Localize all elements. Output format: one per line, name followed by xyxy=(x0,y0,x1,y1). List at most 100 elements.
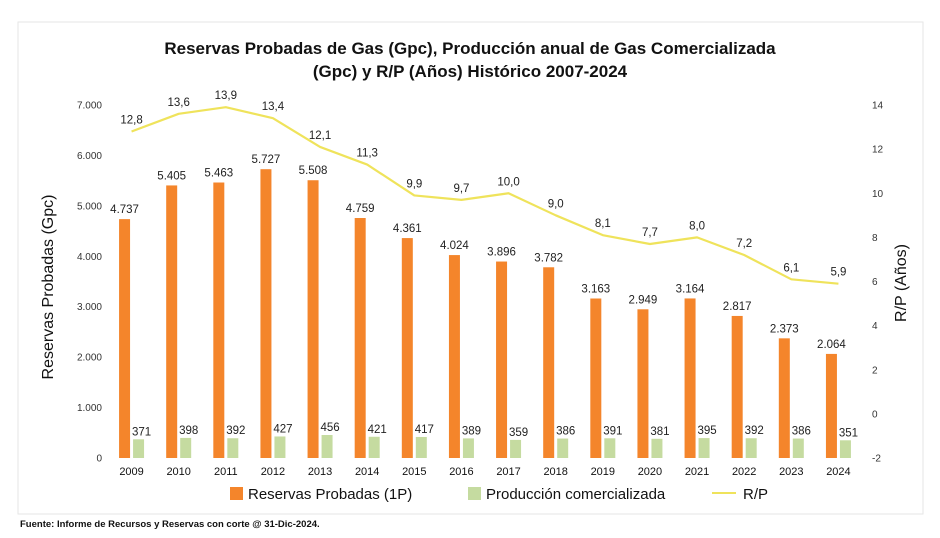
rp-data-label: 11,3 xyxy=(356,148,378,160)
reservas-data-label: 5.727 xyxy=(252,154,281,166)
reservas-bar xyxy=(401,238,413,458)
produccion-data-label: 351 xyxy=(839,427,858,439)
reservas-data-label: 2.949 xyxy=(629,294,658,306)
reservas-bars: 4.737 5.405 5.463 5.727 5.508 4.759 4.361 4.024… xyxy=(110,154,846,459)
x-tick-label: 2016 xyxy=(449,466,473,478)
reservas-bar xyxy=(448,255,460,458)
left-tick-label: 5.000 xyxy=(77,201,102,212)
produccion-data-label: 391 xyxy=(603,425,622,437)
rp-data-label: 13,9 xyxy=(215,90,237,102)
reservas-bar xyxy=(825,353,837,458)
legend-label-rp: R/P xyxy=(743,486,768,503)
produccion-data-label: 417 xyxy=(415,424,434,436)
produccion-bar xyxy=(415,436,427,458)
rp-data-label: 5,9 xyxy=(830,267,846,279)
x-tick-label: 2022 xyxy=(732,466,756,478)
right-tick-label: 10 xyxy=(872,189,884,200)
right-tick-label: 6 xyxy=(872,277,878,288)
left-tick-label: 6.000 xyxy=(77,151,102,162)
legend-label-reservas: Reservas Probadas (1P) xyxy=(248,486,412,503)
rp-data-label: 9,9 xyxy=(406,178,422,190)
legend-swatch-produccion xyxy=(468,487,481,500)
source-note: Fuente: Informe de Recursos y Reservas c… xyxy=(20,519,320,530)
reservas-bar xyxy=(166,185,178,458)
produccion-data-label: 392 xyxy=(745,425,764,437)
rp-line xyxy=(131,106,839,285)
reservas-data-label: 3.782 xyxy=(534,252,563,264)
produccion-bar xyxy=(839,440,851,458)
right-tick-label: -2 xyxy=(872,454,881,465)
produccion-bar xyxy=(462,438,474,458)
produccion-data-label: 386 xyxy=(792,426,811,438)
produccion-data-label: 386 xyxy=(556,426,575,438)
x-tick-label: 2023 xyxy=(779,466,803,478)
produccion-bar xyxy=(698,438,710,458)
produccion-bar xyxy=(651,438,663,458)
left-axis-ticks: 0 1.000 2.000 3.000 4.000 5.000 6.000 7.000 xyxy=(77,101,102,465)
rp-data-label: 13,6 xyxy=(167,97,189,109)
left-tick-label: 3.000 xyxy=(77,302,102,313)
produccion-data-label: 359 xyxy=(509,427,528,439)
reservas-bar xyxy=(731,315,743,458)
left-tick-label: 7.000 xyxy=(77,101,102,112)
right-axis-ticks: -2 0 2 4 6 8 10 12 14 xyxy=(872,101,884,465)
x-tick-label: 2009 xyxy=(119,466,143,478)
right-tick-label: 14 xyxy=(872,101,884,112)
reservas-bar xyxy=(260,169,272,459)
reservas-data-label: 3.164 xyxy=(676,283,705,295)
x-tick-label: 2015 xyxy=(402,466,426,478)
produccion-data-label: 392 xyxy=(226,425,245,437)
produccion-bar xyxy=(321,435,333,458)
chart-title-line2: (Gpc) y R/P (Años) Histórico 2007-2024 xyxy=(313,62,628,81)
x-tick-label: 2021 xyxy=(685,466,709,478)
reservas-data-label: 2.817 xyxy=(723,301,752,313)
produccion-bar xyxy=(557,438,569,458)
x-tick-label: 2011 xyxy=(214,466,238,478)
x-tick-label: 2024 xyxy=(826,466,850,478)
produccion-data-label: 421 xyxy=(368,424,387,436)
rp-line-group: 12,8 13,6 13,9 13,4 12,1 11,3 9,9 9,7 10,0 9,0 8,1… xyxy=(120,90,846,285)
rp-data-label: 9,0 xyxy=(548,198,564,210)
right-axis-title: R/P (Años) xyxy=(893,244,910,322)
left-tick-label: 1.000 xyxy=(77,403,102,414)
x-tick-label: 2012 xyxy=(261,466,285,478)
right-tick-label: 8 xyxy=(872,233,878,244)
reservas-bar xyxy=(213,182,225,458)
reservas-bar xyxy=(637,309,649,458)
reservas-data-label: 4.737 xyxy=(110,204,139,216)
reservas-bar xyxy=(543,267,555,458)
produccion-data-label: 371 xyxy=(132,426,151,438)
reservas-data-label: 4.361 xyxy=(393,223,422,235)
reservas-data-label: 5.463 xyxy=(204,168,233,180)
produccion-data-label: 381 xyxy=(650,426,669,438)
reservas-bar xyxy=(778,338,790,458)
x-tick-label: 2020 xyxy=(638,466,662,478)
produccion-bar xyxy=(133,439,145,458)
legend-label-produccion: Producción comercializada xyxy=(486,486,666,503)
produccion-bar xyxy=(604,438,616,458)
rp-data-label: 9,7 xyxy=(453,183,469,195)
rp-data-label: 6,1 xyxy=(783,262,799,274)
rp-data-label: 8,0 xyxy=(689,220,705,232)
rp-data-label: 8,1 xyxy=(595,218,611,230)
reservas-data-label: 5.405 xyxy=(157,170,186,182)
right-tick-label: 12 xyxy=(872,145,884,156)
reservas-data-label: 2.373 xyxy=(770,323,799,335)
reservas-data-label: 3.163 xyxy=(581,283,610,295)
left-tick-label: 2.000 xyxy=(77,353,102,364)
reservas-data-label: 2.064 xyxy=(817,339,846,351)
x-tick-label: 2017 xyxy=(496,466,520,478)
legend-swatch-reservas xyxy=(230,487,243,500)
x-tick-label: 2010 xyxy=(166,466,190,478)
produccion-bar xyxy=(368,436,380,458)
produccion-data-label: 398 xyxy=(179,425,198,437)
x-tick-label: 2019 xyxy=(591,466,615,478)
reservas-bar xyxy=(684,298,696,458)
produccion-data-label: 395 xyxy=(697,425,716,437)
produccion-data-label: 389 xyxy=(462,425,481,437)
right-tick-label: 0 xyxy=(872,409,878,420)
produccion-bar xyxy=(274,436,286,458)
reservas-data-label: 4.024 xyxy=(440,240,469,252)
right-tick-label: 4 xyxy=(872,321,878,332)
rp-data-label: 7,7 xyxy=(642,227,658,239)
